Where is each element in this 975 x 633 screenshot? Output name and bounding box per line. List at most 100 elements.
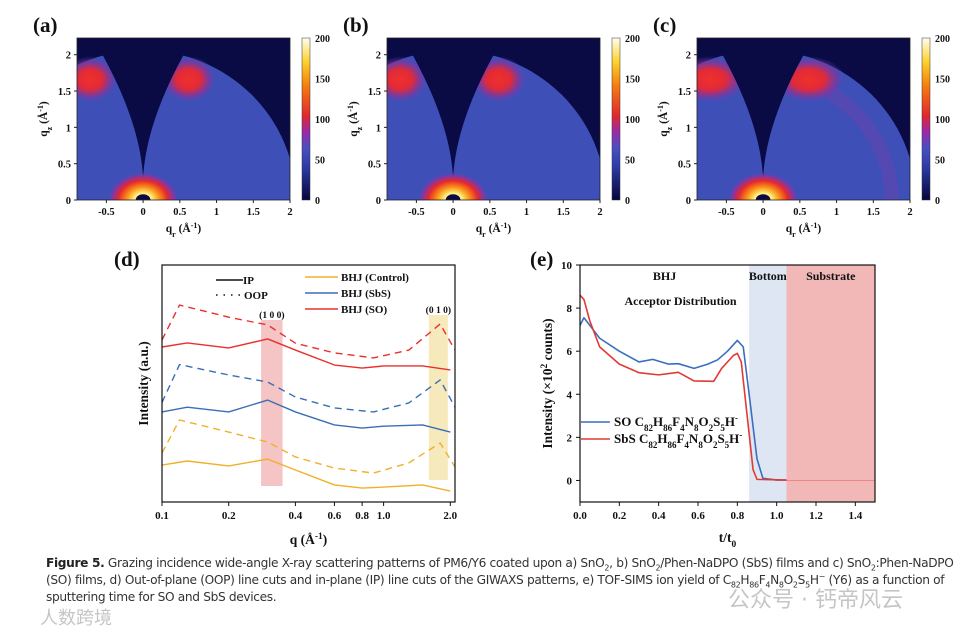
legend-label-part: O [703,431,713,446]
caption-fragment: H [740,573,750,587]
series-line-bhj-so-ip [161,338,451,371]
caption-fragment: 2 [604,563,610,573]
region-sublabel: Acceptor Distribution [625,294,737,308]
x-axis-label-part: -1 [191,221,198,230]
x-axis-label-part: q [786,223,793,235]
caption-fragment: 2 [655,563,661,573]
y-axis-label: Intensity (×102 counts) [540,318,555,448]
legend-label-part: 4 [680,423,685,433]
y-tick-label: 8 [567,303,573,315]
legend-label-part: O [698,414,708,429]
beamstop [135,194,151,200]
lamellar-peak-left [77,56,119,103]
x-tick-label: 1.0 [770,510,784,522]
x-tick-label: 1 [214,207,219,218]
colorbar-tick-label: 0 [935,196,940,207]
beamstop [755,194,771,200]
legend-label-part: N [685,414,695,429]
colorbar-tick-label: 150 [935,75,950,86]
x-axis-label-part: 0 [732,540,737,550]
colorbar [301,37,311,201]
legend-label-part: S [713,414,720,429]
legend-label-series: SO [614,414,635,429]
caption-fragment: 2 [792,580,798,590]
y-tick-label: 0.5 [678,160,691,171]
colorbar-tick-label: 0 [315,196,320,207]
x-axis-label-part: r [172,230,176,239]
caption-label: Figure 5. [46,556,105,570]
legend-label-part: F [672,414,680,429]
y-axis-label-part: q [348,130,360,137]
legend-label: BHJ (Control) [341,272,409,284]
x-tick-label: 0.6 [328,510,342,522]
y-axis-label: Intensity (a.u.) [136,341,151,425]
x-tick-label: 2 [597,207,602,218]
x-tick-label: 0 [450,207,455,218]
x-axis-label-part: (Å [176,221,192,235]
caption-fragment: Grazing incidence wide-angle X-ray scatt… [104,556,605,570]
y-tick-label: 0 [686,196,691,207]
legend-label-part: 82 [644,423,654,433]
x-tick-label: -0.5 [98,207,115,218]
y-tick-label: 4 [567,389,573,401]
colorbar-tick-label: 150 [625,75,640,86]
missing-wedge [97,45,189,179]
caption-fragment: S [797,573,806,587]
y-tick-label: 2 [66,51,71,62]
caption-text: Grazing incidence wide-angle X-ray scatt… [46,556,954,604]
colorbar-tick-label: 150 [315,75,330,86]
x-axis-label-part: ) [507,223,511,235]
y-tick-label: 1.5 [368,87,381,98]
y-axis-label-part: z [665,126,674,130]
y-axis-label-part: ) [348,101,360,105]
y-tick-label: 2 [686,51,691,62]
peak-label: (0 1 0) [426,305,451,316]
panel-d-line-cuts: (d) (1 0 0) (0 1 0) 0.1 0.2 0.4 0.6 0.8 1.0 2.0 q … [114,247,458,547]
x-axis-label-part: q [476,223,483,235]
x-tick-label: 0.2 [612,510,626,522]
plot-frame [696,37,911,201]
caption-fragment: 82 [730,580,741,590]
legend-label-part: 8 [698,440,703,450]
y-axis-label: qz (Å-1) [656,101,674,137]
y-tick-label: 0.5 [58,160,71,171]
x-tick-label: 1.5 [867,207,880,218]
y-axis-label: qz (Å-1) [36,101,54,137]
peak-highlight [428,315,448,480]
series-line-bhj-so-oop [161,304,456,359]
series-line-sbs [579,294,787,481]
x-tick-label: 1.0 [377,510,391,522]
caption-fragment: 2 [870,563,876,573]
x-axis-label-part: t/t [719,530,732,545]
heatmap [387,38,600,200]
y-axis-label: qz (Å-1) [346,101,364,137]
legend-label-series: SbS [614,431,639,446]
x-tick-label: 0.5 [483,207,496,218]
region-bhj [580,265,750,502]
caption-fragment: F [758,573,766,587]
legend-label-part: 86 [663,423,673,433]
caption-fragment: 5 [805,580,810,590]
heatmap [697,38,910,200]
colorbar-tick-label: 200 [935,34,950,45]
y-axis-label-part: (Å [346,111,360,127]
x-axis-label-part: (Å [796,221,812,235]
y-axis-label-part: (Å [656,111,670,127]
x-tick-label: 1 [834,207,839,218]
x-tick-label: 0.1 [155,510,169,522]
beam-center-intensity [727,172,799,200]
y-tick-label: 2 [567,432,573,444]
colorbar-tick-label: 200 [625,34,640,45]
y-axis-label-part: counts) [540,318,555,363]
plot-frame [386,37,601,201]
y-axis-label-part: Intensity (×10 [540,368,555,448]
y-tick-label: 1.5 [58,87,71,98]
x-tick-label: -0.5 [718,207,735,218]
caption-fragment: /Phen-NaDPO (SbS) films and c) SnO [660,556,871,570]
beam-center-intensity [107,172,179,200]
colorbar-tick-label: 100 [625,115,640,126]
region-bottom [749,265,787,502]
legend-label-part: - [735,413,738,423]
